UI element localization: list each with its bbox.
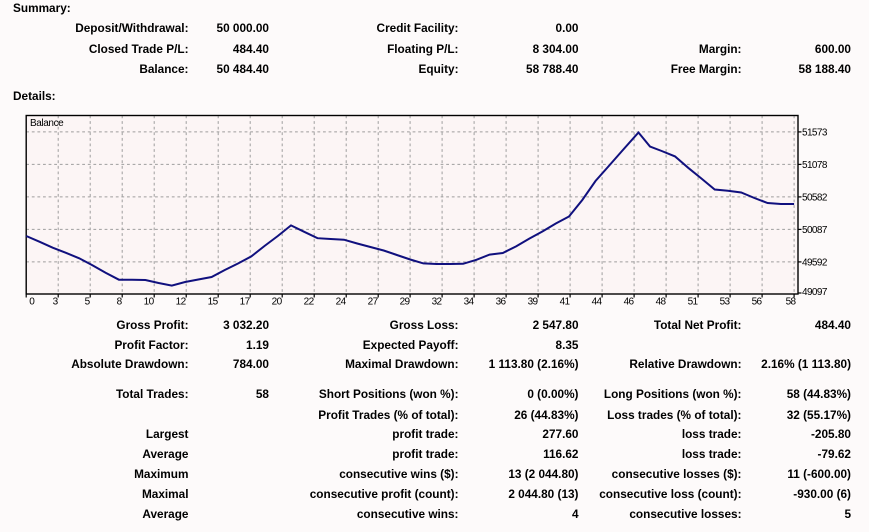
svg-text:12: 12	[176, 297, 187, 308]
svg-text:49592: 49592	[802, 257, 828, 268]
svg-text:51078: 51078	[802, 160, 828, 171]
svg-text:41: 41	[560, 297, 571, 308]
svg-text:58: 58	[786, 297, 797, 308]
svg-text:51: 51	[688, 297, 699, 308]
svg-text:17: 17	[240, 297, 251, 308]
svg-text:27: 27	[368, 297, 379, 308]
svg-text:Balance: Balance	[30, 118, 64, 129]
svg-text:5: 5	[85, 297, 91, 308]
svg-text:44: 44	[592, 297, 603, 308]
svg-text:15: 15	[208, 297, 219, 308]
svg-text:10: 10	[144, 297, 155, 308]
svg-text:49097: 49097	[802, 287, 828, 298]
svg-text:22: 22	[304, 297, 315, 308]
svg-text:51573: 51573	[802, 127, 828, 138]
svg-text:29: 29	[400, 297, 411, 308]
svg-text:48: 48	[656, 297, 667, 308]
svg-text:53: 53	[720, 297, 731, 308]
svg-text:32: 32	[432, 297, 443, 308]
svg-text:20: 20	[272, 297, 283, 308]
svg-text:46: 46	[624, 297, 635, 308]
svg-text:39: 39	[528, 297, 539, 308]
svg-text:50087: 50087	[802, 225, 828, 236]
svg-text:56: 56	[752, 297, 763, 308]
svg-text:3: 3	[53, 297, 59, 308]
svg-text:50582: 50582	[802, 192, 828, 203]
svg-text:24: 24	[336, 297, 347, 308]
svg-text:8: 8	[117, 297, 123, 308]
svg-text:36: 36	[496, 297, 507, 308]
svg-text:34: 34	[464, 297, 475, 308]
svg-text:0: 0	[29, 297, 35, 308]
